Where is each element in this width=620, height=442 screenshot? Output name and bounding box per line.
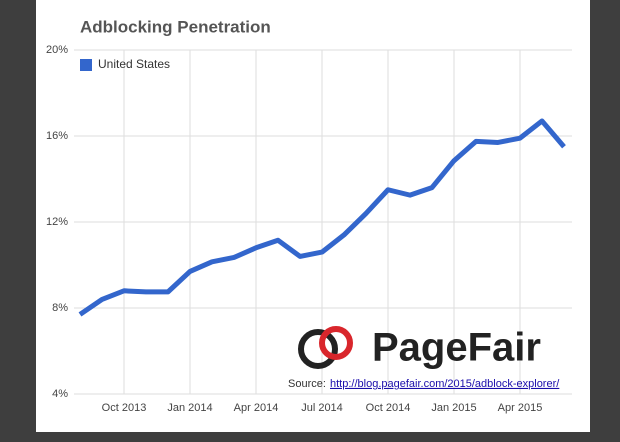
x-tick-label: Apr 2014 — [234, 402, 279, 414]
logo-ring — [319, 326, 353, 360]
legend-swatch — [80, 59, 92, 71]
y-tick-label: 8% — [52, 302, 68, 314]
legend-label: United States — [98, 57, 170, 71]
x-tick-label: Oct 2014 — [366, 402, 411, 414]
logo-icon — [298, 326, 353, 369]
x-tick-label: Jan 2015 — [431, 402, 476, 414]
logo-text: PageFair — [372, 326, 541, 370]
source-label: Source: — [288, 378, 326, 390]
source-link[interactable]: http://blog.pagefair.com/2015/adblock-ex… — [330, 378, 560, 390]
y-tick-label: 20% — [46, 44, 68, 56]
logo-ring — [298, 329, 338, 369]
chart-title: Adblocking Penetration — [80, 17, 271, 36]
x-tick-label: Jul 2014 — [301, 402, 343, 414]
y-tick-label: 4% — [52, 388, 68, 400]
y-tick-label: 12% — [46, 216, 68, 228]
x-tick-label: Oct 2013 — [102, 402, 147, 414]
y-tick-label: 16% — [46, 130, 68, 142]
panel — [36, 0, 590, 432]
line-series — [78, 118, 566, 317]
x-tick-label: Jan 2014 — [167, 402, 212, 414]
grid — [74, 49, 572, 395]
x-tick-label: Apr 2015 — [498, 402, 543, 414]
